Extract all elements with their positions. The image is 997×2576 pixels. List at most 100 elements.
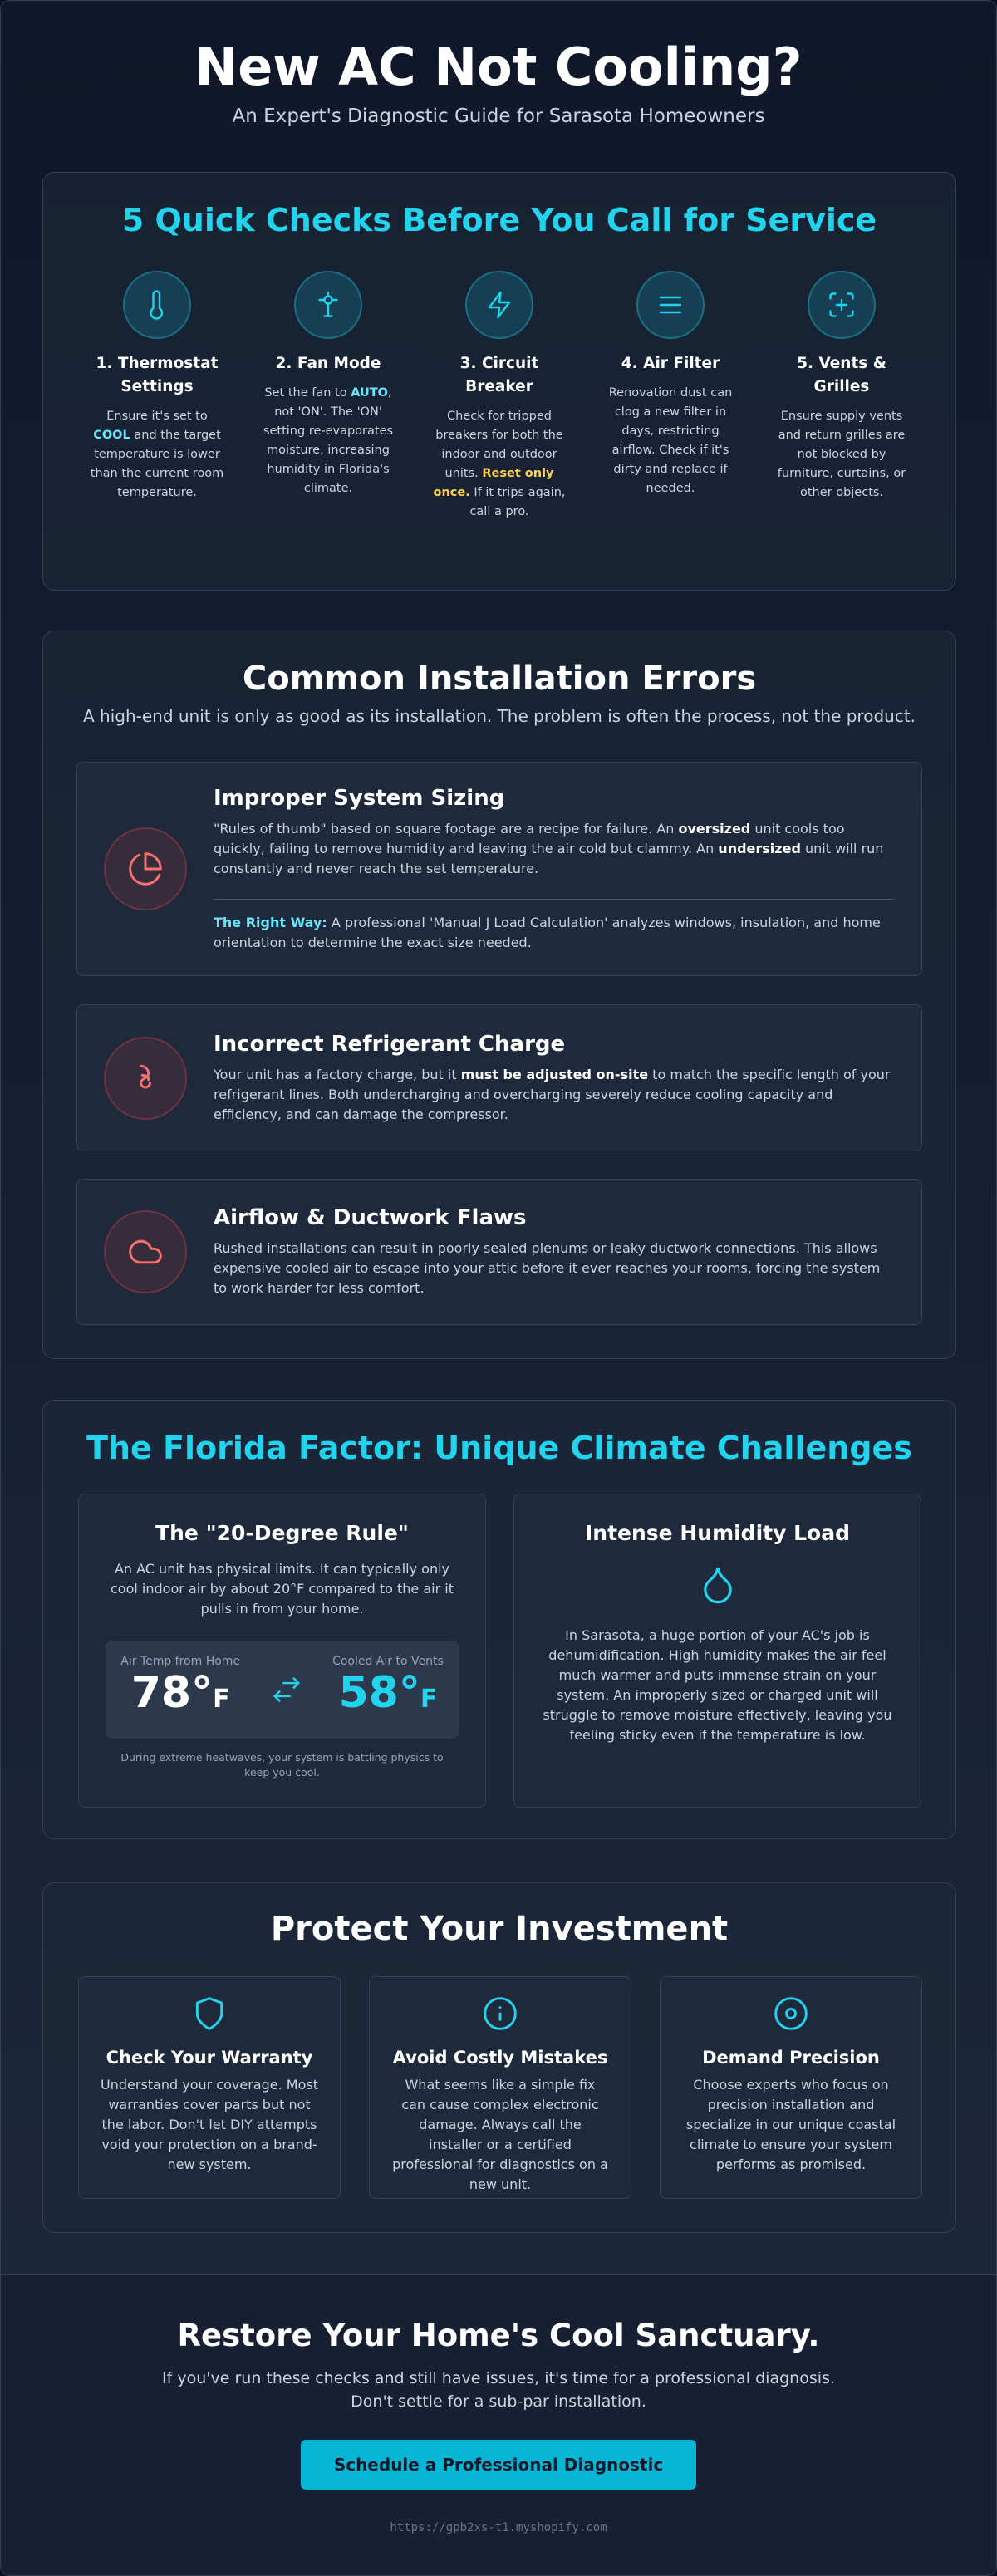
card-title: Check Your Warranty: [106, 2048, 313, 2068]
card-text: Choose experts who focus on precision in…: [685, 2077, 896, 2172]
text-run: Your unit has a factory charge, but it: [214, 1066, 461, 1082]
text-run: , not 'ON'. The 'ON' setting re-evaporat…: [263, 386, 394, 495]
protect-card: Avoid Costly Mistakes What seems like a s…: [369, 1976, 631, 2199]
text-run: A professional 'Manual J Load Calculatio…: [214, 914, 881, 950]
check-item: 5. Vents & Grilles Ensure supply vents an…: [763, 271, 921, 522]
check-title: 5. Vents & Grilles: [797, 355, 886, 395]
footer-url: https://gpb2xs-t1.myshopify.com: [390, 2521, 607, 2534]
home-temp: Air Temp from Home 78°F: [120, 1655, 240, 1725]
error-body: Airflow & Ductwork Flaws Rushed installat…: [214, 1205, 921, 1298]
check-text: Renovation dust can clog a new filter in…: [592, 384, 749, 498]
icon-shape: [129, 852, 162, 886]
cta-button[interactable]: Schedule a Professional Diagnostic: [301, 2440, 696, 2490]
error-icon: [104, 1210, 187, 1293]
temp-label: Air Temp from Home: [120, 1655, 241, 1668]
text-run: unit cools too quickly, failing to remov…: [214, 820, 845, 856]
emphasis: The Right Way:: [214, 914, 327, 930]
card-title: Demand Precision: [702, 2048, 880, 2068]
footer-line: If you've run these checks and still hav…: [162, 2369, 835, 2387]
icon: [659, 296, 682, 314]
icon-shape: [140, 1064, 151, 1088]
icon-shape: [195, 1997, 223, 2030]
text-run: Rushed installations can result in poorl…: [214, 1240, 881, 1296]
errors-section: Common Installation Errors A high-end uni…: [42, 631, 956, 1359]
protect-icon: [391, 1977, 609, 2035]
temp-value: 78°F: [130, 1668, 230, 1718]
icon: [129, 1239, 162, 1264]
emphasis: oversized: [678, 820, 751, 837]
text-run: Ensure supply vents and return grilles a…: [777, 410, 906, 499]
rule-card: The "20-Degree Rule" An AC unit has physi…: [78, 1494, 486, 1808]
error-card: Airflow & Ductwork Flaws Rushed installat…: [76, 1179, 922, 1325]
section-title: 5 Quick Checks Before You Call for Servi…: [121, 202, 877, 238]
icon: [318, 291, 338, 317]
check-text: Ensure it's set to COOL and the target t…: [78, 407, 236, 503]
error-title: Airflow & Ductwork Flaws: [214, 1205, 527, 1230]
card-title: Intense Humidity Load: [585, 1521, 850, 1545]
temperature-comparison: Air Temp from Home 78°F Cooled Air to Vent…: [106, 1641, 459, 1739]
check-text: Set the fan to AUTO, not 'ON'. The 'ON' …: [249, 384, 407, 498]
protect-card: Demand Precision Choose experts who focus…: [660, 1976, 922, 2199]
icon-shape: [829, 292, 854, 317]
protect-icon: [682, 1977, 900, 2035]
card-title: The "20-Degree Rule": [155, 1521, 409, 1545]
icon: [488, 291, 511, 319]
section-title: The Florida Factor: Unique Climate Chall…: [86, 1430, 912, 1466]
humidity-card: Intense Humidity Load In Sarasota, a huge…: [513, 1494, 921, 1808]
icon-shape: [273, 1676, 300, 1703]
footer-line: Don't settle for a sub-par installation.: [351, 2392, 646, 2411]
section-title: Protect Your Investment: [270, 1910, 729, 1948]
icon: [195, 1997, 223, 2030]
check-title: 2. Fan Mode: [275, 355, 381, 372]
error-icon: [104, 1036, 187, 1120]
check-item: 4. Air Filter Renovation dust can clog a …: [592, 271, 749, 522]
card-title: Avoid Costly Mistakes: [392, 2048, 608, 2068]
protect-card: Check Your Warranty Understand your cover…: [78, 1976, 341, 2199]
icon: [484, 1997, 517, 2030]
error-title: Incorrect Refrigerant Charge: [214, 1031, 566, 1057]
check-icon: [636, 271, 705, 339]
card-text: What seems like a simple fix can cause c…: [392, 2077, 608, 2192]
footer-text: If you've run these checks and still hav…: [1, 2367, 996, 2413]
icon: [829, 292, 854, 317]
icon-shape: [785, 2008, 797, 2019]
right-way: The Right Way: A professional 'Manual J …: [214, 898, 895, 953]
icon-shape: [488, 291, 511, 319]
icon-shape: [484, 1997, 517, 2030]
text-run: and the target temperature is lower than…: [90, 429, 224, 499]
card-text: An AC unit has physical limits. It can t…: [111, 1561, 454, 1617]
check-icon: [465, 271, 533, 339]
temp-label: Cooled Air to Vents: [332, 1655, 444, 1668]
temp-unit: F: [420, 1685, 438, 1714]
emphasis: undersized: [718, 840, 801, 856]
note: During extreme heatwaves, your system is…: [120, 1751, 444, 1779]
check-item: 2. Fan Mode Set the fan to AUTO, not 'ON'…: [249, 271, 407, 522]
error-text: "Rules of thumb" based on square footage…: [214, 819, 895, 879]
check-title: 3. Circuit Breaker: [459, 355, 539, 395]
icon: [774, 1997, 808, 2030]
emphasis: AUTO: [351, 386, 388, 400]
text-run: If it trips again, call a pro.: [469, 486, 566, 518]
check-title: 1. Thermostat Settings: [96, 355, 219, 395]
check-text: Ensure supply vents and return grilles a…: [763, 407, 921, 503]
icon-shape: [323, 295, 333, 305]
text-run: to match the specific length of your ref…: [214, 1066, 891, 1122]
check-text: Check for tripped breakers for both the …: [420, 407, 578, 522]
card-text: Understand your coverage. Most warrantie…: [101, 2077, 318, 2172]
icon: [129, 852, 162, 886]
icon: [140, 1064, 151, 1088]
section-subtitle: A high-end unit is only as good as its i…: [82, 706, 916, 726]
card-text: In Sarasota, a huge portion of your AC's…: [543, 1627, 892, 1743]
check-title: 4. Air Filter: [621, 355, 720, 372]
icon-shape: [318, 291, 338, 317]
icon: [273, 1676, 300, 1703]
icon: [703, 1568, 732, 1604]
quick-checks-section: 5 Quick Checks Before You Call for Servi…: [42, 172, 956, 591]
emphasis: must be adjusted on-site: [460, 1066, 649, 1082]
check-item: 1. Thermostat Settings Ensure it's set to…: [78, 271, 236, 522]
page-subtitle: An Expert's Diagnostic Guide for Sarasot…: [232, 105, 765, 127]
florida-section: The Florida Factor: Unique Climate Chall…: [42, 1400, 956, 1839]
text-run: Renovation dust can clog a new filter in…: [608, 386, 733, 495]
